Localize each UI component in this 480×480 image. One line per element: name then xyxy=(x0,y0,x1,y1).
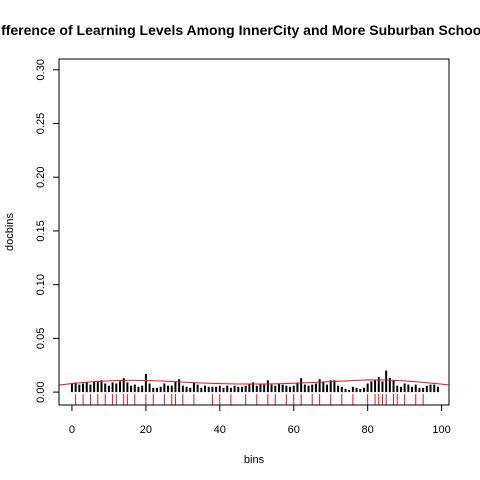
y-axis: 0.00 0.05 0.10 0.15 0.20 0.25 0.30 xyxy=(35,59,60,403)
x-tick-label: 20 xyxy=(140,424,152,436)
y-tick-label: 0.00 xyxy=(35,381,47,402)
x-tick-label: 80 xyxy=(362,424,374,436)
y-tick-label: 0.30 xyxy=(35,59,47,80)
rug-group xyxy=(75,394,424,405)
x-tick-label: 40 xyxy=(214,424,226,436)
x-tick-label: 100 xyxy=(432,424,450,436)
y-tick-label: 0.15 xyxy=(35,220,47,241)
density-curve xyxy=(58,379,450,386)
plot-frame xyxy=(58,58,450,406)
y-tick-label: 0.10 xyxy=(35,274,47,295)
y-tick-label: 0.25 xyxy=(35,113,47,134)
bar-group xyxy=(70,370,439,393)
x-axis-label: bins xyxy=(244,454,265,466)
y-axis-label: docbins xyxy=(4,213,16,251)
y-tick-label: 0.20 xyxy=(35,166,47,187)
chart-title: Difference of Learning Levels Among Inne… xyxy=(0,22,480,38)
x-tick-label: 0 xyxy=(69,424,75,436)
x-tick-label: 60 xyxy=(288,424,300,436)
y-tick-label: 0.05 xyxy=(35,328,47,349)
x-axis: 0 20 40 60 80 100 xyxy=(69,404,451,436)
